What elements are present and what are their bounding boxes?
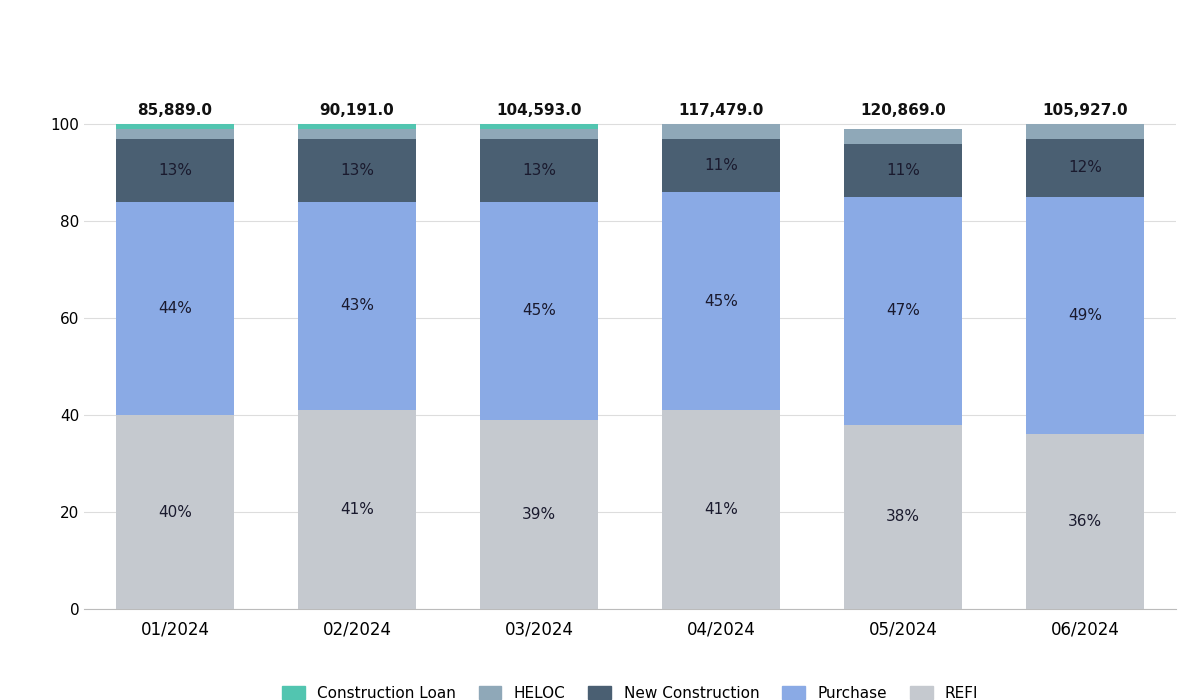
Bar bbox=[298, 139, 416, 202]
Bar bbox=[844, 197, 962, 425]
Legend: Construction Loan, HELOC, New Construction, Purchase, REFI: Construction Loan, HELOC, New Constructi… bbox=[276, 680, 984, 700]
Bar bbox=[298, 202, 416, 410]
Bar bbox=[480, 139, 598, 202]
Text: 13%: 13% bbox=[158, 162, 192, 178]
Bar bbox=[116, 139, 234, 202]
Text: 43%: 43% bbox=[340, 298, 374, 314]
Bar bbox=[116, 129, 234, 139]
Bar bbox=[116, 124, 234, 129]
Bar bbox=[844, 425, 962, 609]
Text: 41%: 41% bbox=[340, 502, 374, 517]
Text: 120,869.0: 120,869.0 bbox=[860, 104, 946, 118]
Text: 41%: 41% bbox=[704, 502, 738, 517]
Bar bbox=[480, 124, 598, 129]
Text: 44%: 44% bbox=[158, 301, 192, 316]
Bar bbox=[480, 420, 598, 609]
Bar bbox=[298, 410, 416, 609]
Text: 105,927.0: 105,927.0 bbox=[1042, 104, 1128, 118]
Bar bbox=[1026, 197, 1144, 435]
Text: 38%: 38% bbox=[886, 510, 920, 524]
Bar bbox=[1026, 435, 1144, 609]
Bar bbox=[844, 129, 962, 144]
Bar bbox=[1026, 139, 1144, 197]
Text: 11%: 11% bbox=[886, 162, 920, 178]
Text: 90,191.0: 90,191.0 bbox=[319, 104, 395, 118]
Bar bbox=[662, 410, 780, 609]
Bar bbox=[480, 202, 598, 420]
Text: 12%: 12% bbox=[1068, 160, 1102, 175]
Bar bbox=[480, 129, 598, 139]
Text: 11%: 11% bbox=[704, 158, 738, 173]
Text: 85,889.0: 85,889.0 bbox=[138, 104, 212, 118]
Bar bbox=[662, 124, 780, 139]
Text: 117,479.0: 117,479.0 bbox=[678, 104, 763, 118]
Text: 39%: 39% bbox=[522, 507, 556, 522]
Bar bbox=[844, 144, 962, 197]
Bar bbox=[1026, 124, 1144, 139]
Bar bbox=[298, 124, 416, 129]
Text: 104,593.0: 104,593.0 bbox=[497, 104, 582, 118]
Text: 36%: 36% bbox=[1068, 514, 1102, 529]
Text: 45%: 45% bbox=[704, 293, 738, 309]
Text: 13%: 13% bbox=[340, 162, 374, 178]
Text: 45%: 45% bbox=[522, 303, 556, 319]
Bar bbox=[662, 139, 780, 192]
Bar bbox=[116, 202, 234, 415]
Text: 47%: 47% bbox=[886, 303, 920, 319]
Bar bbox=[298, 129, 416, 139]
Bar bbox=[662, 192, 780, 410]
Bar bbox=[116, 415, 234, 609]
Text: 40%: 40% bbox=[158, 505, 192, 519]
Text: Purchase vs. Refi by Month: Purchase vs. Refi by Month bbox=[396, 35, 864, 64]
Text: 13%: 13% bbox=[522, 162, 556, 178]
Text: 49%: 49% bbox=[1068, 308, 1102, 323]
